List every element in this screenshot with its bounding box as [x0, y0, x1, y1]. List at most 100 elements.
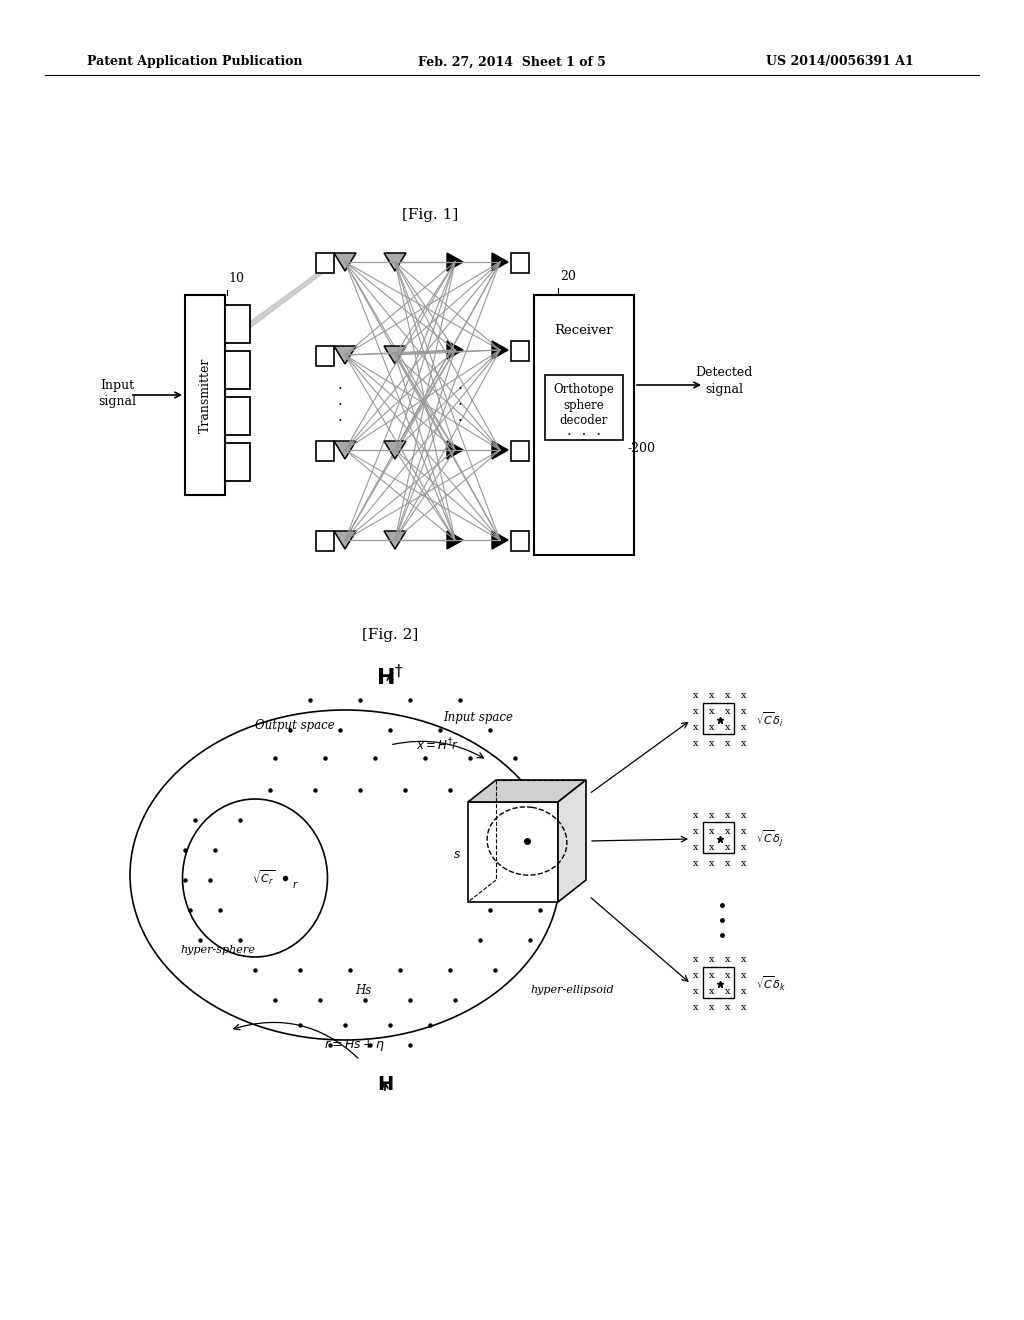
Text: $\mathbf{H}$: $\mathbf{H}$ — [377, 1076, 393, 1094]
Polygon shape — [492, 341, 508, 359]
Text: x: x — [741, 972, 746, 981]
Polygon shape — [492, 531, 508, 549]
Polygon shape — [384, 253, 406, 271]
Text: x: x — [725, 858, 731, 867]
Text: x: x — [725, 956, 731, 965]
Text: sphere: sphere — [563, 399, 604, 412]
Text: -200: -200 — [628, 442, 656, 455]
Text: x: x — [693, 708, 698, 717]
Text: Input: Input — [100, 379, 134, 392]
Text: Patent Application Publication: Patent Application Publication — [87, 55, 303, 69]
Text: x: x — [693, 810, 698, 820]
Text: x: x — [725, 1003, 731, 1012]
Text: x: x — [725, 810, 731, 820]
Polygon shape — [334, 531, 356, 549]
Text: x: x — [693, 826, 698, 836]
Text: orthotope: orthotope — [510, 781, 568, 795]
Bar — [511, 253, 529, 273]
Bar — [316, 253, 334, 273]
Text: Detected: Detected — [695, 367, 753, 380]
Polygon shape — [468, 780, 586, 803]
Text: x: x — [741, 692, 746, 701]
Polygon shape — [334, 441, 356, 459]
Bar — [225, 305, 250, 343]
Text: Transmitter: Transmitter — [199, 358, 212, 433]
Text: x: x — [741, 810, 746, 820]
Text: $r$: $r$ — [292, 879, 298, 891]
Text: $x = H^{\dagger}r$: $x = H^{\dagger}r$ — [417, 737, 460, 754]
Polygon shape — [334, 253, 356, 271]
Text: x: x — [693, 842, 698, 851]
Text: x: x — [741, 987, 746, 997]
Text: ·  ·  ·: · · · — [567, 428, 601, 442]
Bar — [703, 968, 733, 998]
Polygon shape — [447, 341, 463, 359]
Text: x: x — [693, 692, 698, 701]
Bar — [545, 375, 623, 440]
Text: x: x — [693, 1003, 698, 1012]
Text: $\sqrt{C}\delta_j$: $\sqrt{C}\delta_j$ — [756, 829, 783, 850]
Text: x: x — [693, 739, 698, 748]
Text: $\sqrt{C}\delta_k$: $\sqrt{C}\delta_k$ — [756, 974, 786, 993]
Text: [Fig. 2]: [Fig. 2] — [361, 628, 418, 642]
Text: x: x — [693, 972, 698, 981]
Text: x: x — [710, 1003, 715, 1012]
Text: signal: signal — [98, 396, 136, 408]
Text: Receiver: Receiver — [555, 325, 613, 338]
Text: x: x — [741, 723, 746, 733]
Text: x: x — [693, 723, 698, 733]
Text: x: x — [741, 826, 746, 836]
Bar — [225, 444, 250, 480]
Text: x: x — [528, 847, 536, 858]
Text: ·
·
·: · · · — [458, 381, 463, 428]
Text: Orthotope: Orthotope — [554, 383, 614, 396]
Text: Hs: Hs — [355, 983, 372, 997]
Text: x: x — [710, 858, 715, 867]
Text: $\mathbf{H}^{\dagger}$: $\mathbf{H}^{\dagger}$ — [376, 665, 404, 690]
Polygon shape — [447, 531, 463, 549]
Text: 20: 20 — [560, 271, 575, 282]
Text: x: x — [710, 987, 715, 997]
Polygon shape — [447, 441, 463, 459]
Text: s: s — [454, 849, 460, 862]
Bar — [225, 351, 250, 389]
Polygon shape — [492, 441, 508, 459]
Text: x: x — [725, 692, 731, 701]
Text: x: x — [693, 987, 698, 997]
Text: x: x — [725, 723, 731, 733]
Text: x: x — [741, 842, 746, 851]
Text: x: x — [710, 956, 715, 965]
Text: x: x — [710, 826, 715, 836]
Polygon shape — [384, 531, 406, 549]
Bar — [316, 346, 334, 366]
Text: US 2014/0056391 A1: US 2014/0056391 A1 — [766, 55, 913, 69]
Polygon shape — [492, 253, 508, 271]
Polygon shape — [468, 803, 558, 902]
Text: x: x — [725, 826, 731, 836]
Polygon shape — [334, 346, 356, 364]
Polygon shape — [384, 441, 406, 459]
Text: x: x — [710, 723, 715, 733]
Bar — [225, 397, 250, 436]
Text: Input space: Input space — [443, 711, 513, 725]
Text: hyper-sphere: hyper-sphere — [180, 945, 255, 954]
Text: x: x — [710, 972, 715, 981]
Text: $r = Hs + \eta$: $r = Hs + \eta$ — [325, 1038, 386, 1053]
Text: x: x — [725, 972, 731, 981]
Text: x: x — [710, 692, 715, 701]
Text: x: x — [693, 956, 698, 965]
Text: x: x — [725, 842, 731, 851]
Polygon shape — [447, 253, 463, 271]
Text: ·
·
·: · · · — [338, 381, 342, 428]
Text: 10: 10 — [228, 272, 244, 285]
Text: x: x — [693, 858, 698, 867]
Text: x: x — [741, 956, 746, 965]
Text: [Fig. 1]: [Fig. 1] — [401, 209, 458, 222]
Text: x: x — [710, 708, 715, 717]
Bar — [511, 441, 529, 461]
Bar — [703, 704, 733, 734]
Text: signal: signal — [705, 384, 743, 396]
Polygon shape — [384, 346, 406, 364]
Text: x: x — [710, 810, 715, 820]
Text: x: x — [725, 739, 731, 748]
